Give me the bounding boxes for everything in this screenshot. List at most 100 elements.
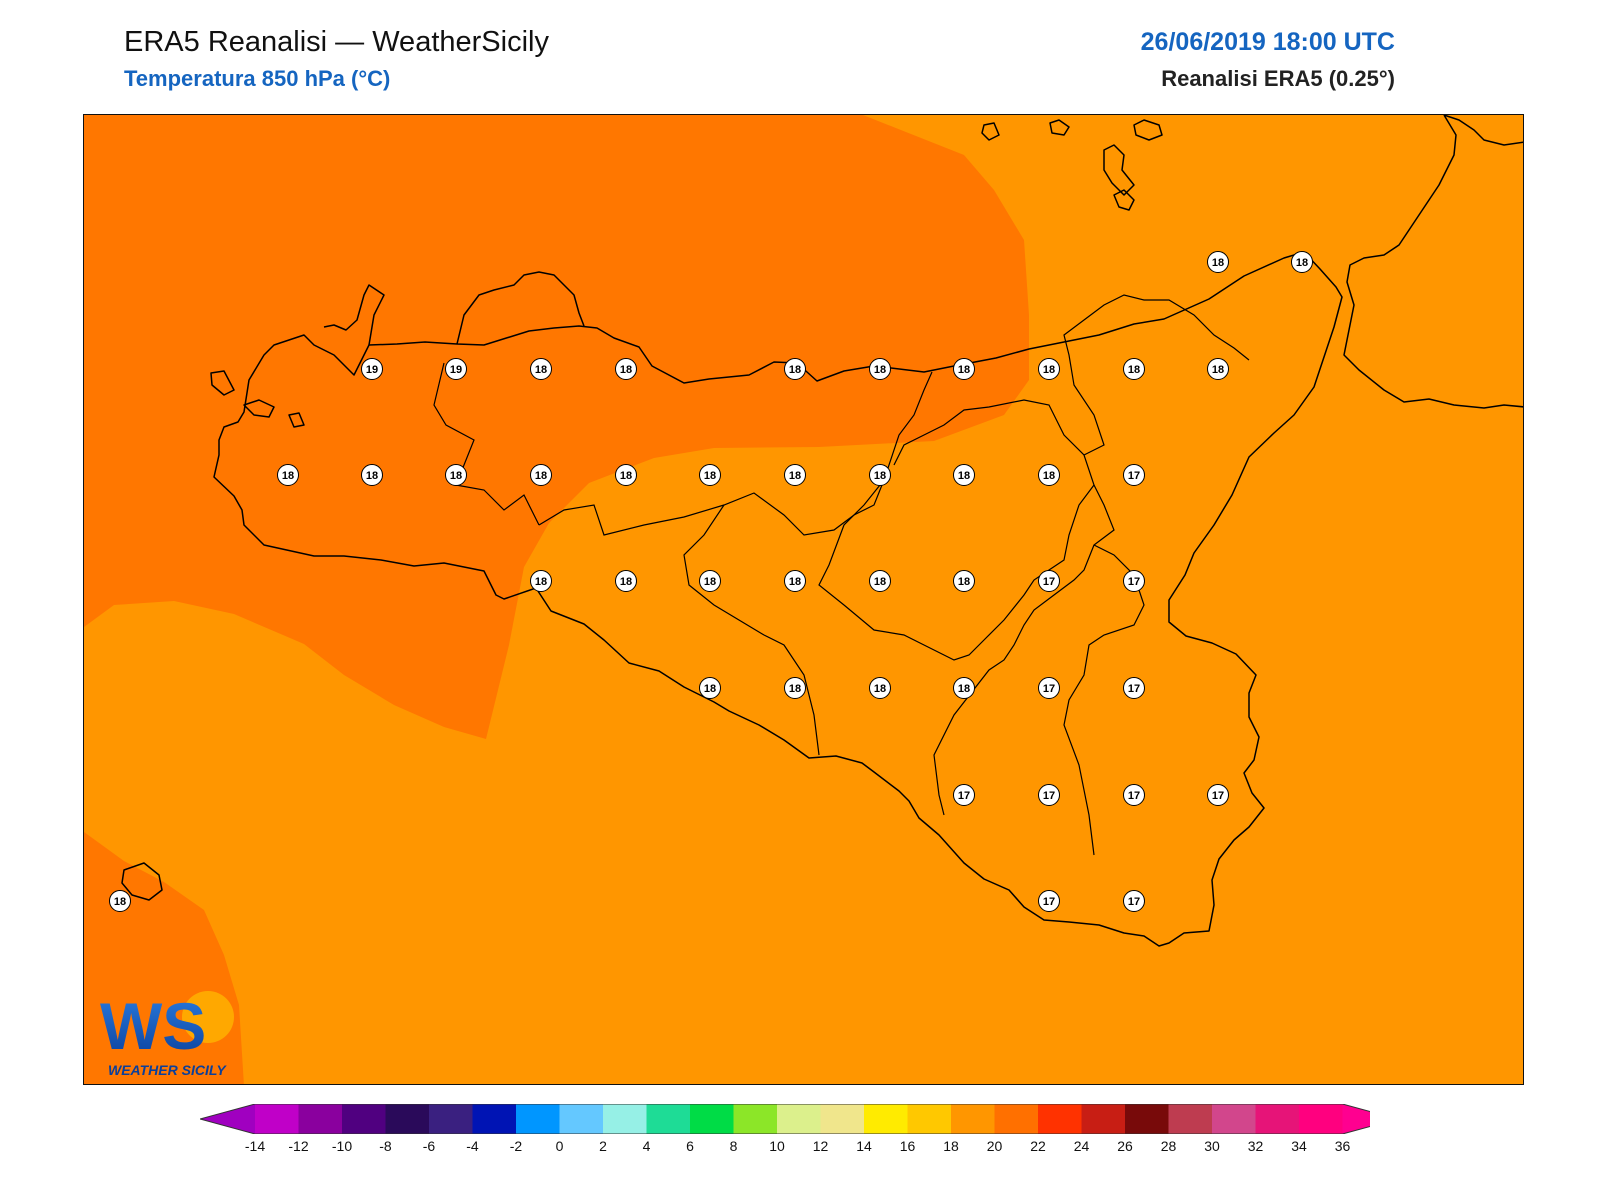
station-circle xyxy=(530,464,552,486)
station-circle xyxy=(953,677,975,699)
station-circle xyxy=(699,570,721,592)
station-value: 18 xyxy=(620,576,632,588)
station-circle xyxy=(1207,251,1229,273)
station-marker: 17 xyxy=(1123,677,1145,699)
station-circle xyxy=(615,570,637,592)
station-marker: 18 xyxy=(1123,358,1145,380)
station-marker: 18 xyxy=(615,570,637,592)
station-value: 17 xyxy=(1128,470,1140,482)
colorbar-cell xyxy=(1212,1104,1256,1134)
station-marker: 18 xyxy=(615,464,637,486)
colorbar-cell xyxy=(777,1104,821,1134)
station-value: 18 xyxy=(620,364,632,376)
map-title: ERA5 Reanalisi — WeatherSicily xyxy=(124,26,549,58)
station-value: 17 xyxy=(1128,896,1140,908)
station-marker: 18 xyxy=(699,464,721,486)
station-value: 18 xyxy=(535,364,547,376)
station-marker: 18 xyxy=(699,570,721,592)
station-value: 18 xyxy=(874,364,886,376)
station-value: 17 xyxy=(1043,576,1055,588)
border-ct-me xyxy=(1063,294,1250,456)
colorbar-tick-label: 12 xyxy=(812,1138,829,1154)
station-value: 17 xyxy=(1043,683,1055,695)
station-circle xyxy=(1123,677,1145,699)
station-marker: 18 xyxy=(530,464,552,486)
colorbar-cell xyxy=(342,1104,386,1134)
station-circle xyxy=(953,464,975,486)
colorbar-tick-label: 2 xyxy=(599,1138,607,1154)
colorbar-tick-label: 24 xyxy=(1073,1138,1090,1154)
station-value: 19 xyxy=(450,364,462,376)
station-circle xyxy=(784,570,806,592)
station-marker: 18 xyxy=(277,464,299,486)
station-markers: 18 18 19 19 18 18 18 18 18 18 18 18 18 18 18 18 18 18 18 18… xyxy=(109,251,1313,912)
station-marker: 18 xyxy=(784,464,806,486)
colorbar-under-triangle xyxy=(200,1104,255,1134)
station-value: 18 xyxy=(704,470,716,482)
station-marker: 18 xyxy=(615,358,637,380)
station-circle xyxy=(1038,358,1060,380)
station-marker: 18 xyxy=(530,358,552,380)
station-circle xyxy=(699,677,721,699)
colorbar-tick-label: 20 xyxy=(986,1138,1003,1154)
station-value: 18 xyxy=(704,576,716,588)
station-circle xyxy=(361,464,383,486)
island-levanzo xyxy=(288,412,305,428)
colorbar-tick-label: 14 xyxy=(856,1138,872,1154)
calabria-coast xyxy=(1343,115,1523,409)
colorbar-cell xyxy=(516,1104,560,1134)
station-value: 18 xyxy=(1043,470,1055,482)
station-marker: 17 xyxy=(953,784,975,806)
logo-mark: WS xyxy=(100,989,206,1063)
station-value: 19 xyxy=(366,364,378,376)
coast-detail-2 xyxy=(456,271,585,345)
station-marker: 18 xyxy=(869,464,891,486)
station-circle xyxy=(784,464,806,486)
station-value: 18 xyxy=(789,683,801,695)
station-marker: 18 xyxy=(784,677,806,699)
station-marker: 18 xyxy=(869,358,891,380)
station-value: 18 xyxy=(1212,257,1224,269)
island-lipari xyxy=(1103,144,1135,196)
colorbar-tick-label: 6 xyxy=(686,1138,694,1154)
colorbar-cell xyxy=(559,1104,604,1134)
station-circle xyxy=(869,677,891,699)
border-pa-ag xyxy=(538,371,933,536)
coast-detail-1 xyxy=(323,284,385,346)
station-circle xyxy=(1038,784,1060,806)
station-value: 18 xyxy=(874,470,886,482)
station-circle xyxy=(699,464,721,486)
station-value: 18 xyxy=(874,683,886,695)
station-value: 17 xyxy=(1128,683,1140,695)
station-marker: 18 xyxy=(445,464,467,486)
station-circle xyxy=(615,464,637,486)
colorbar-tick-label: 16 xyxy=(899,1138,916,1154)
station-circle xyxy=(1207,358,1229,380)
station-value: 18 xyxy=(874,576,886,588)
station-marker: 18 xyxy=(1038,358,1060,380)
colorbar-cell xyxy=(690,1104,734,1134)
station-circle xyxy=(1123,464,1145,486)
station-value: 18 xyxy=(704,683,716,695)
map-svg: 18 18 19 19 18 18 18 18 18 18 18 18 18 18 18 18 18 18 18 18… xyxy=(84,115,1523,1084)
colorbar-cell xyxy=(1255,1104,1300,1134)
station-marker: 17 xyxy=(1038,890,1060,912)
colorbar-tick-label: 34 xyxy=(1291,1138,1307,1154)
weather-sicily-logo: WS WEATHER SICILY xyxy=(100,989,234,1078)
station-value: 18 xyxy=(282,470,294,482)
station-value: 18 xyxy=(958,470,970,482)
colorbar xyxy=(200,1104,1370,1134)
colorbar-cell xyxy=(1125,1104,1169,1134)
station-circle xyxy=(1291,251,1313,273)
station-marker: 19 xyxy=(445,358,467,380)
island-pantelleria xyxy=(121,862,163,901)
station-marker: 18 xyxy=(109,890,131,912)
station-circle xyxy=(869,464,891,486)
station-marker: 18 xyxy=(361,464,383,486)
station-circle xyxy=(953,784,975,806)
logo-text: WEATHER SICILY xyxy=(108,1062,227,1078)
colorbar-tick-label: 28 xyxy=(1160,1138,1177,1154)
colorbar-over-triangle xyxy=(1342,1104,1370,1134)
colorbar-tick-label: -6 xyxy=(422,1138,436,1154)
colorbar-cell xyxy=(907,1104,952,1134)
